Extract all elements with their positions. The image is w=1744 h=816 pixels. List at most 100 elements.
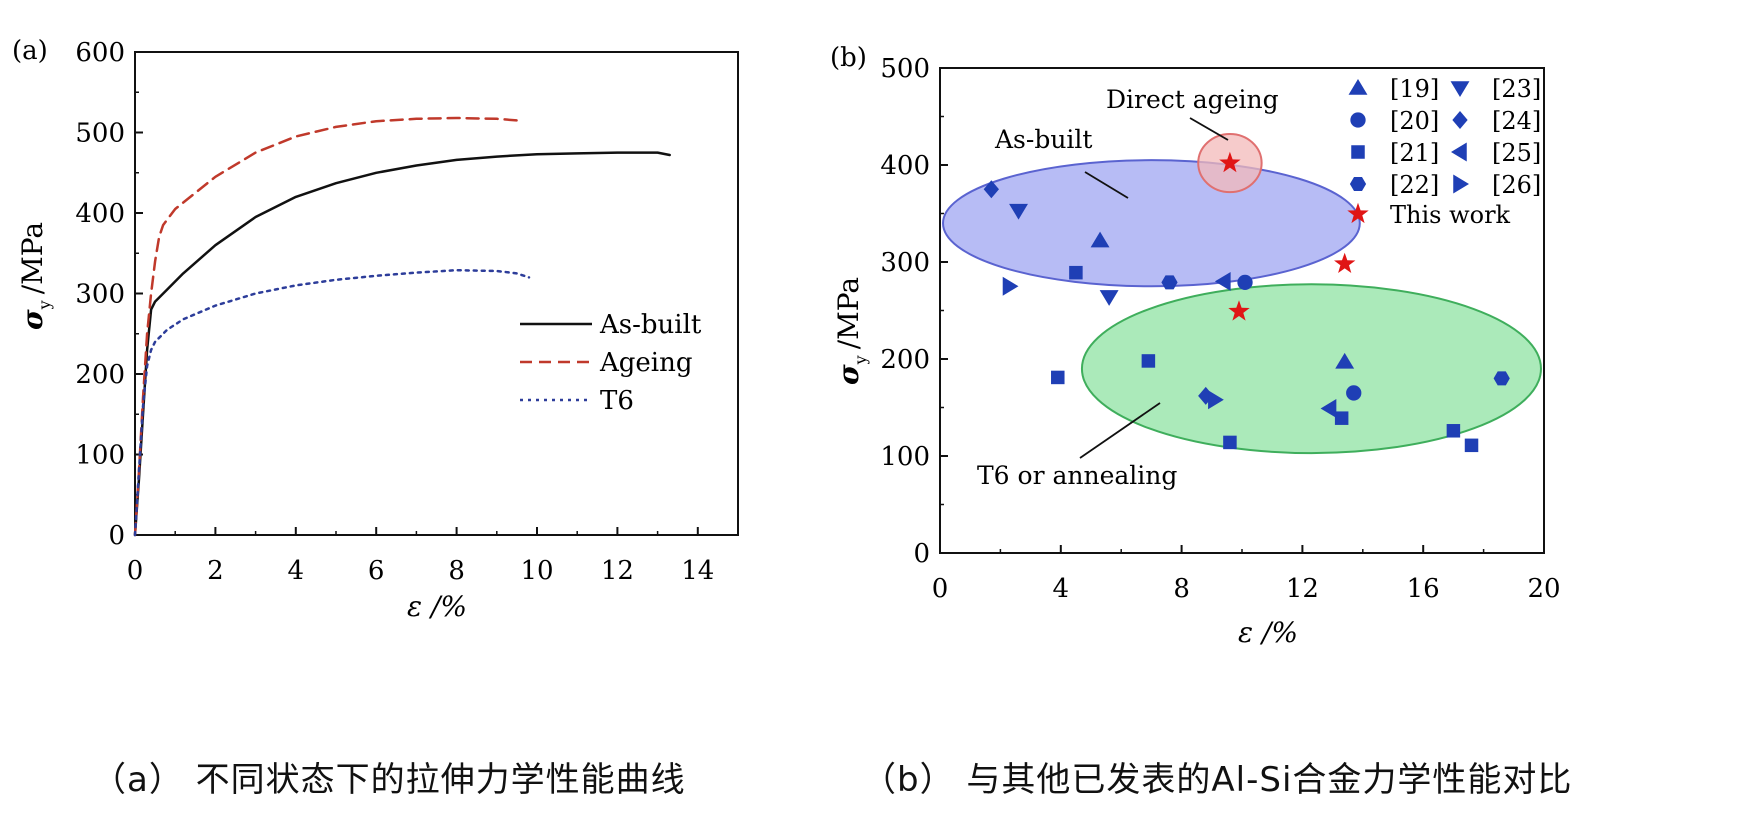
annotation-label: As-built (994, 125, 1092, 154)
panel-a-y-axis-label: σy/MPa (16, 222, 54, 330)
legend-label: [23] (1492, 75, 1541, 103)
legend-label: [25] (1492, 139, 1541, 167)
data-point (1223, 435, 1237, 450)
data-point (1493, 371, 1510, 386)
x-tick-label: 12 (1286, 574, 1319, 604)
panel-b-y-axis-label: σy/MPa (832, 277, 870, 385)
y-tick-label: 400 (880, 151, 930, 181)
x-tick-label: 2 (207, 556, 224, 586)
annotation-label: Direct ageing (1106, 85, 1279, 114)
data-point (1141, 354, 1156, 368)
y-label-subscript: y (35, 300, 54, 310)
series-line (133, 268, 531, 537)
y-label-symbol: σ (16, 309, 49, 330)
data-point (1334, 252, 1356, 273)
y-tick-label: 400 (75, 199, 125, 229)
x-tick-label: 20 (1527, 574, 1560, 604)
series-line (133, 116, 519, 537)
panel-a-legend: As-built Ageing T6 (520, 310, 702, 416)
data-point (1334, 411, 1349, 425)
data-point (1237, 274, 1253, 291)
legend-marker (1350, 112, 1366, 128)
panel-b-legend: [19] [20] [21] [22] [23] [24] [25] [26]This wor… (1347, 75, 1541, 229)
legend-label: Ageing (599, 348, 693, 378)
y-tick-label: 100 (880, 442, 930, 472)
data-point (1446, 424, 1461, 438)
x-tick-label: 0 (127, 556, 144, 586)
data-point (1219, 151, 1241, 173)
legend-label: [24] (1492, 107, 1541, 135)
legend-marker (1451, 142, 1467, 162)
x-tick-label: 12 (601, 556, 634, 586)
panel-a-label: (a) (12, 36, 48, 66)
data-point (1051, 370, 1065, 385)
data-point (1214, 271, 1231, 291)
legend-label: [19] (1390, 75, 1439, 103)
annotation-leader (1079, 402, 1161, 459)
series-line (133, 151, 671, 537)
annotation-label: T6 or annealing (977, 461, 1177, 490)
y-tick-label: 100 (75, 441, 125, 471)
legend-label: [26] (1492, 171, 1541, 199)
region-ellipse (942, 159, 1361, 288)
caption-a: （a） 不同状态下的拉伸力学性能曲线 (92, 760, 686, 800)
caption-b: （b） 与其他已发表的Al-Si合金力学性能对比 (862, 760, 1573, 800)
region-ellipse (1080, 283, 1542, 455)
panel-b-label: (b) (830, 43, 867, 73)
panel-a-ticks: 0 2 4 6 8 10 12 14 0 100 200 300 400 500 600 (75, 38, 714, 586)
y-label-unit: /MPa (832, 277, 865, 349)
data-point (1009, 203, 1028, 220)
x-tick-label: 8 (448, 556, 465, 586)
annotation-leader (1189, 117, 1229, 141)
y-tick-label: 200 (880, 345, 930, 375)
legend-marker (1348, 79, 1368, 95)
panel-a-frame (134, 51, 739, 536)
y-label-unit: /MPa (16, 222, 49, 294)
x-tick-label: 8 (1173, 574, 1190, 604)
y-tick-label: 0 (913, 539, 930, 569)
x-tick-label: 6 (368, 556, 385, 586)
y-tick-label: 600 (75, 38, 125, 68)
data-point (1320, 399, 1337, 418)
y-tick-label: 300 (75, 280, 125, 310)
x-tick-label: 16 (1407, 574, 1440, 604)
x-tick-label: 14 (681, 556, 714, 586)
legend-label: [21] (1390, 139, 1439, 167)
panel-b-x-axis-label: ε /% (1238, 616, 1298, 649)
y-tick-label: 200 (75, 360, 125, 390)
legend-label: This work (1390, 201, 1511, 229)
panel-a-series (133, 116, 671, 537)
data-point (1346, 385, 1362, 401)
x-tick-label: 4 (1053, 574, 1070, 604)
annotation-leader (1084, 171, 1129, 199)
data-point (1099, 290, 1119, 306)
legend-label: As-built (599, 310, 702, 340)
data-point (1208, 390, 1224, 410)
data-point (1090, 231, 1110, 248)
x-tick-label: 10 (520, 556, 553, 586)
y-tick-label: 500 (75, 119, 125, 149)
legend-marker (1351, 145, 1365, 159)
legend-label: T6 (600, 386, 634, 416)
panel-a: (a) 0 2 4 6 8 10 12 14 0 100 200 300 400 500 600 As-bu… (12, 36, 739, 623)
legend-marker (1450, 81, 1470, 97)
legend-marker (1453, 174, 1469, 194)
x-tick-label: 4 (288, 556, 305, 586)
panel-b-annotations: As-built T6 or annealing Direct ageing (977, 85, 1279, 490)
data-point (1069, 265, 1083, 280)
panel-a-x-axis-label: ε /% (407, 590, 467, 623)
legend-marker (1347, 202, 1369, 224)
data-point (1002, 276, 1019, 296)
legend-label: [20] (1390, 107, 1439, 135)
panel-b-points (983, 151, 1510, 453)
data-point (983, 180, 999, 199)
y-tick-label: 0 (108, 521, 125, 551)
legend-marker (1452, 111, 1468, 129)
y-label-symbol: σ (832, 364, 865, 385)
data-point (1464, 438, 1479, 453)
legend-label: [22] (1390, 171, 1439, 199)
data-point (1335, 352, 1355, 369)
